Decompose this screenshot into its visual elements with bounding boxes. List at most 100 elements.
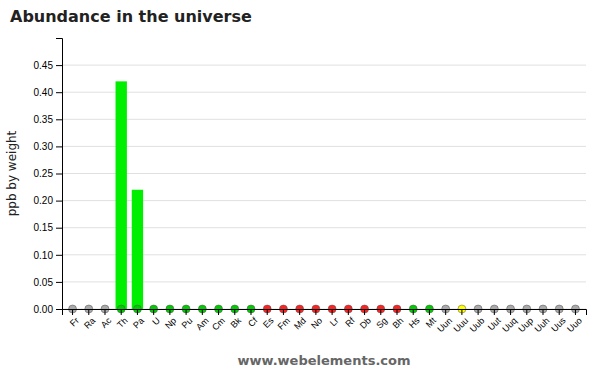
x-tick-label: Es xyxy=(261,315,276,330)
x-tick: Np xyxy=(163,309,178,331)
y-tick: 0.10 xyxy=(34,250,62,261)
x-tick-label: Uuu xyxy=(452,315,471,334)
x-tick-mark xyxy=(445,309,446,315)
x-tick-mark xyxy=(202,309,203,315)
y-tick-mark xyxy=(56,201,62,202)
x-tick-label: Md xyxy=(292,315,308,331)
x-tick-mark xyxy=(218,309,219,315)
y-tick: 0.45 xyxy=(34,60,62,71)
x-axis: FrRaAcThPaUNpPuAmCmBkCfEsFmMdNoLrRfDbSgB… xyxy=(63,309,587,334)
x-tick-mark xyxy=(364,309,365,315)
x-tick-mark xyxy=(380,309,381,315)
x-tick-mark xyxy=(72,309,73,315)
x-tick-mark xyxy=(397,309,398,315)
x-tick-label: Bh xyxy=(391,315,406,330)
y-tick-mark xyxy=(56,65,62,66)
x-tick-label: Fm xyxy=(276,315,292,331)
x-tick: Am xyxy=(194,309,211,332)
plot: FrRaAcThPaUNpPuAmCmBkCfEsFmMdNoLrRfDbSgB… xyxy=(34,39,587,335)
y-tick: 0.00 xyxy=(34,304,62,315)
x-tick-mark xyxy=(429,309,430,315)
x-tick-label: Uuh xyxy=(533,315,552,334)
y-tick-mark xyxy=(56,309,62,310)
x-tick-label: Cf xyxy=(246,315,260,329)
x-tick-label: Rf xyxy=(343,315,357,329)
y-tick-mark xyxy=(56,255,62,256)
x-tick-mark xyxy=(478,309,479,315)
x-tick-mark xyxy=(121,309,122,315)
x-tick: Hs xyxy=(407,309,422,330)
x-tick-label: No xyxy=(309,315,324,330)
x-tick-label: Np xyxy=(163,315,178,330)
x-axis-line xyxy=(63,310,587,316)
x-tick-label: Lr xyxy=(328,315,341,328)
x-tick: Bh xyxy=(391,309,406,330)
grid-line xyxy=(62,92,586,93)
x-tick-label: Cm xyxy=(210,315,227,332)
y-tick-label: 0.00 xyxy=(34,304,54,315)
x-tick-label: Uuq xyxy=(500,315,519,334)
y-tick: 0.40 xyxy=(34,87,62,98)
y-tick-mark xyxy=(56,228,62,229)
grid-line xyxy=(62,146,586,147)
x-tick-mark xyxy=(543,309,544,315)
x-tick: Md xyxy=(292,309,308,331)
marks xyxy=(69,81,580,313)
x-tick-label: Uuo xyxy=(565,315,584,334)
x-tick: Uub xyxy=(468,309,487,334)
x-tick: U xyxy=(150,309,162,327)
x-tick: Sg xyxy=(374,309,389,330)
x-tick-label: Pu xyxy=(180,315,195,330)
x-tick-label: Uup xyxy=(516,315,535,334)
x-tick: Fr xyxy=(68,309,81,329)
x-tick: Uuu xyxy=(452,309,471,334)
y-tick-label: 0.10 xyxy=(34,250,54,261)
x-tick-mark xyxy=(104,309,105,315)
x-tick: Uup xyxy=(516,309,535,334)
x-tick-mark xyxy=(283,309,284,315)
y-tick-label: 0.20 xyxy=(34,195,54,206)
y-tick-label: 0.05 xyxy=(34,277,54,288)
x-tick-label: Sg xyxy=(374,315,389,330)
x-tick: Rf xyxy=(343,309,357,329)
title: Abundance in the universe xyxy=(10,7,252,26)
y-axis-line xyxy=(56,39,63,310)
x-tick-label: Uub xyxy=(468,315,487,334)
y-tick-mark xyxy=(56,92,62,93)
x-tick-label: Ac xyxy=(99,315,114,330)
x-tick-mark xyxy=(137,309,138,315)
x-tick-mark xyxy=(267,309,268,315)
y-tick: 0.30 xyxy=(34,141,62,152)
x-tick-label: Fr xyxy=(68,315,81,328)
y-tick: 0.05 xyxy=(34,277,62,288)
x-tick: Cm xyxy=(210,309,227,332)
y-tick-label: 0.45 xyxy=(34,60,54,71)
x-tick-mark xyxy=(315,309,316,315)
x-tick: Bk xyxy=(229,309,244,330)
grid-line xyxy=(62,173,586,174)
x-tick-mark xyxy=(153,309,154,315)
x-tick-mark xyxy=(332,309,333,315)
x-tick-mark xyxy=(299,309,300,315)
y-tick-label: 0.40 xyxy=(34,87,54,98)
x-tick: Uuh xyxy=(533,309,552,334)
bar xyxy=(116,81,127,309)
series-bar xyxy=(116,81,144,309)
y-tick-mark xyxy=(56,282,62,283)
x-tick-label: Db xyxy=(358,315,373,330)
x-tick-mark xyxy=(234,309,235,315)
x-tick-label: Uus xyxy=(549,315,568,334)
x-tick: Lr xyxy=(328,309,341,328)
x-tick-mark xyxy=(559,309,560,315)
y-tick-mark xyxy=(56,119,62,120)
x-tick: Th xyxy=(115,309,130,330)
y-tick: 0.35 xyxy=(34,114,62,125)
y-tick: 0.20 xyxy=(34,195,62,206)
x-tick: Uun xyxy=(435,309,454,334)
grid-line xyxy=(62,119,586,120)
x-tick-mark xyxy=(461,309,462,315)
x-tick: Pa xyxy=(131,309,146,330)
x-tick-mark xyxy=(510,309,511,315)
x-tick: Ac xyxy=(99,309,114,330)
x-tick: Fm xyxy=(276,309,292,332)
